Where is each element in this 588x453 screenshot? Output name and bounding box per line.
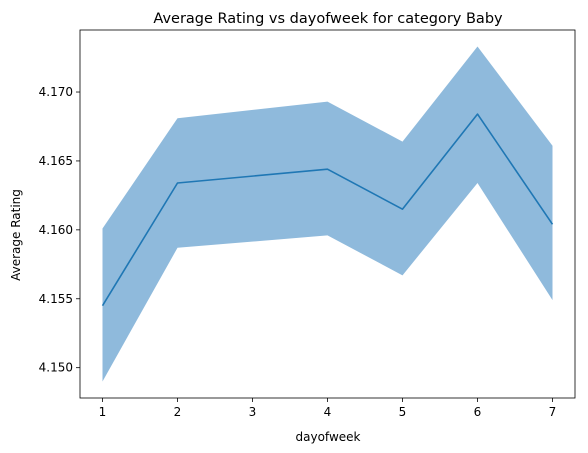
y-tick-label: 4.155	[39, 292, 73, 306]
plot-area: 1 2 3 4 5 6 7 4.150 4.155 4.160 4.165 4.170	[39, 29, 576, 419]
x-tick-label: 5	[399, 405, 407, 419]
x-tick-label: 3	[249, 405, 257, 419]
confidence-band-0	[102, 46, 553, 382]
chart-title: Average Rating vs dayofweek for category…	[153, 11, 503, 27]
x-tick-label: 2	[174, 405, 182, 419]
x-tick-label: 6	[474, 405, 482, 419]
y-tick-label: 4.150	[39, 361, 73, 375]
y-axis-label: Average Rating	[9, 189, 23, 281]
x-tick-label: 1	[99, 405, 107, 419]
x-axis-label: dayofweek	[296, 430, 361, 444]
series-line-0	[101, 113, 554, 307]
x-tick-label: 4	[324, 405, 332, 419]
x-tick-label: 7	[549, 405, 557, 419]
y-tick-label: 4.170	[39, 85, 73, 99]
y-tick-label: 4.165	[39, 154, 73, 168]
y-tick-label: 4.160	[39, 223, 73, 237]
